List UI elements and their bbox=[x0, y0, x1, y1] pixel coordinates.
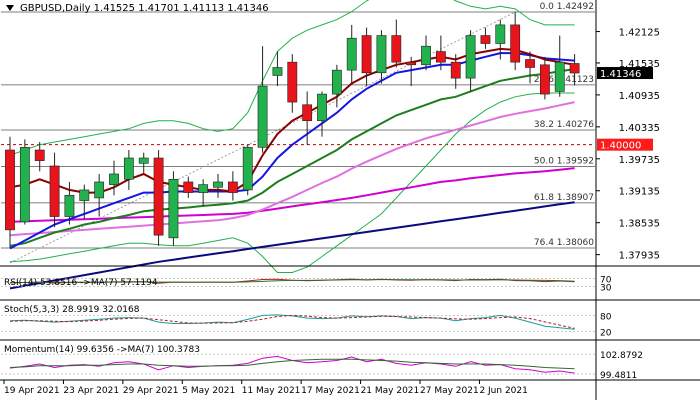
time-tick-label: 29 Apr 2021 bbox=[123, 386, 179, 396]
price-tick-label: 1.40335 bbox=[619, 123, 660, 134]
candle-body[interactable] bbox=[34, 149, 45, 161]
stoch-tick-label: 20 bbox=[600, 329, 612, 339]
candle-body[interactable] bbox=[79, 189, 90, 201]
candle-body[interactable] bbox=[227, 181, 238, 193]
candle-body[interactable] bbox=[391, 35, 402, 63]
candle-body[interactable] bbox=[510, 24, 521, 63]
price-tick-label: 1.38535 bbox=[619, 219, 660, 230]
rsi-series-line bbox=[10, 279, 575, 283]
time-tick-label: 27 May 2021 bbox=[420, 386, 479, 396]
candle-body[interactable] bbox=[539, 64, 550, 95]
candle-body[interactable] bbox=[153, 157, 164, 236]
sma-green-line bbox=[9, 68, 575, 247]
fib-level-label: 76.4 1.38060 bbox=[534, 238, 594, 248]
sma-blue-line bbox=[9, 52, 575, 250]
time-tick-label: 17 May 2021 bbox=[301, 386, 360, 396]
candle-body[interactable] bbox=[168, 178, 179, 239]
candle-body[interactable] bbox=[435, 51, 446, 63]
candle-body[interactable] bbox=[465, 35, 476, 79]
candle-body[interactable] bbox=[569, 63, 580, 74]
price-tick-label: 1.41535 bbox=[619, 59, 660, 70]
candle-body[interactable] bbox=[109, 173, 119, 185]
sma-navy-line bbox=[9, 201, 575, 290]
candle-body[interactable] bbox=[242, 147, 253, 191]
time-tick-label: 23 Apr 2021 bbox=[63, 386, 119, 396]
sma-pink-line bbox=[9, 101, 575, 237]
fib-level-label: 50.0 1.39592 bbox=[534, 156, 594, 166]
fib-level-label: 38.2 1.40276 bbox=[534, 120, 594, 130]
candle-body[interactable] bbox=[287, 61, 298, 103]
candle-body[interactable] bbox=[198, 184, 209, 193]
candle-body[interactable] bbox=[183, 181, 194, 193]
fib-level-label: 0.0 1.42492 bbox=[540, 2, 594, 12]
fib-level-label: 61.8 1.38907 bbox=[534, 193, 594, 203]
stoch-series-line bbox=[9, 314, 575, 329]
stoch-title: Stoch(5,3,3) 28.9919 32.0168 bbox=[4, 305, 140, 315]
candle-body[interactable] bbox=[346, 37, 357, 71]
time-tick-label: 11 May 2021 bbox=[242, 386, 301, 396]
candle-body[interactable] bbox=[302, 104, 313, 122]
candle-body[interactable] bbox=[495, 24, 506, 44]
stoch-series-line bbox=[9, 314, 575, 330]
candle-body[interactable] bbox=[5, 149, 15, 231]
candle-body[interactable] bbox=[19, 147, 30, 223]
time-tick-label: 19 Apr 2021 bbox=[4, 386, 60, 396]
stoch-tick-label: 80 bbox=[600, 312, 612, 322]
price-tick-label: 1.39735 bbox=[619, 155, 660, 166]
price-label-box bbox=[597, 67, 653, 80]
time-tick-label: 2 Jun 2021 bbox=[479, 386, 527, 396]
price-tick-label: 1.39135 bbox=[619, 187, 660, 198]
price-label-text: 1.40000 bbox=[600, 141, 641, 152]
momentum-tick-label: 99.4811 bbox=[600, 371, 637, 381]
sma-magenta-line bbox=[9, 167, 575, 223]
candle-body[interactable] bbox=[257, 85, 268, 148]
price-label-text: 1.41346 bbox=[600, 69, 641, 80]
bollinger-lower-line bbox=[9, 92, 575, 273]
candle-body[interactable] bbox=[406, 61, 417, 66]
momentum-tick-label: 102.8792 bbox=[600, 351, 643, 361]
candle-body[interactable] bbox=[361, 35, 372, 74]
sma-darkred-line bbox=[9, 47, 575, 194]
price-tick-label: 1.40935 bbox=[619, 91, 660, 102]
candle-body[interactable] bbox=[317, 93, 327, 122]
rsi-tick-label: 70 bbox=[600, 276, 612, 286]
price-tick-label: 1.37935 bbox=[619, 251, 660, 262]
candle-body[interactable] bbox=[123, 157, 134, 180]
chart-header: GBPUSD,Daily 1.41525 1.41701 1.41113 1.4… bbox=[20, 3, 269, 14]
candle-body[interactable] bbox=[480, 35, 491, 44]
collapse-triangle-icon[interactable] bbox=[6, 5, 14, 11]
candle-body[interactable] bbox=[331, 69, 342, 95]
candle-body[interactable] bbox=[525, 59, 535, 68]
candle-body[interactable] bbox=[450, 61, 461, 79]
candle-body[interactable] bbox=[272, 67, 283, 76]
candle-body[interactable] bbox=[94, 181, 105, 199]
bollinger-upper-line bbox=[9, 0, 575, 156]
candle-body[interactable] bbox=[554, 61, 565, 92]
price-tick-label: 1.42125 bbox=[619, 28, 660, 39]
candle-body[interactable] bbox=[64, 194, 75, 217]
time-tick-label: 21 May 2021 bbox=[361, 386, 420, 396]
candle-body[interactable] bbox=[421, 45, 431, 66]
candle-body[interactable] bbox=[138, 157, 149, 164]
momentum-title: Momentum(14) 99.6356 ->MA(7) 100.3783 bbox=[4, 345, 200, 355]
price-label-box bbox=[597, 138, 653, 151]
candle-body[interactable] bbox=[376, 35, 387, 74]
candle-body[interactable] bbox=[49, 165, 60, 217]
time-tick-label: 5 May 2021 bbox=[182, 386, 235, 396]
momentum-series-line bbox=[9, 358, 575, 370]
candle-body[interactable] bbox=[213, 181, 223, 188]
rsi-tick-label: 30 bbox=[600, 283, 612, 293]
rsi-title: RSI(14) 53.8516 ->MA(7) 57.1194 bbox=[4, 278, 158, 288]
